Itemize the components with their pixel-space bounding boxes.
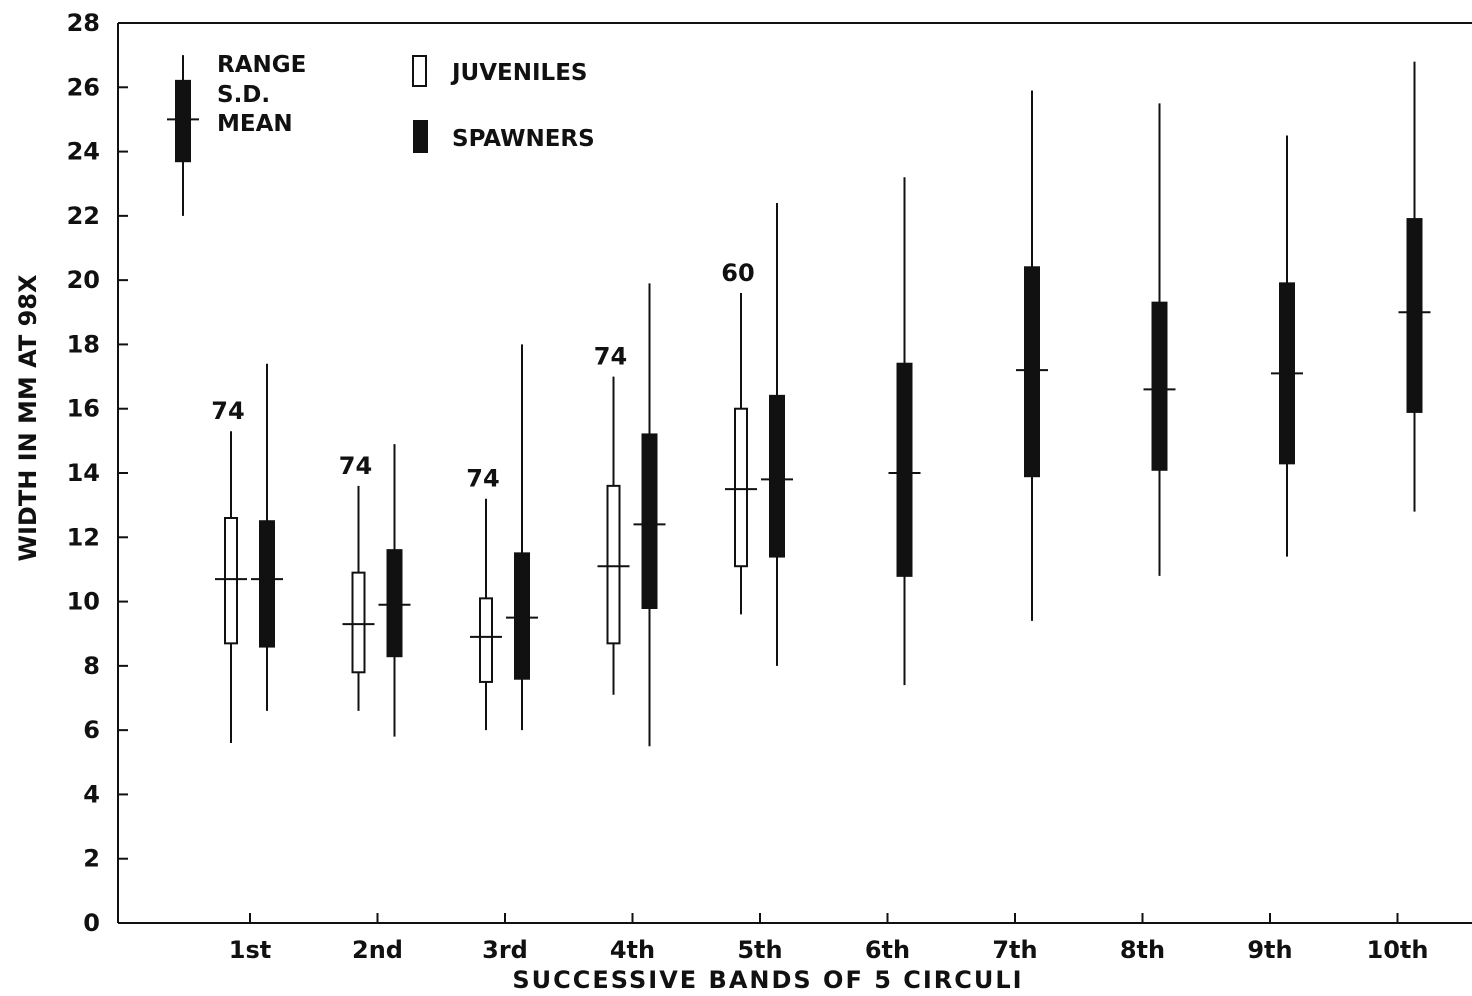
x-tick-label: 6th bbox=[865, 936, 910, 964]
spawners-4th-sd-box bbox=[641, 433, 658, 609]
x-tick-label: 9th bbox=[1247, 936, 1292, 964]
juveniles-5th-box: 60 bbox=[721, 259, 757, 615]
spawners-7th-sd-box bbox=[1024, 266, 1040, 478]
juveniles-2nd-box: 74 bbox=[339, 452, 375, 711]
spawners-8th-box bbox=[1143, 103, 1176, 576]
legend-key-example bbox=[167, 55, 199, 216]
y-tick-label: 22 bbox=[67, 202, 100, 230]
juveniles-1st-sd-box bbox=[224, 517, 238, 645]
x-tick-label: 3rd bbox=[482, 936, 528, 964]
y-tick-label: 12 bbox=[67, 523, 100, 551]
spawners-7th-box bbox=[1016, 90, 1048, 621]
x-tick-label: 2nd bbox=[352, 936, 403, 964]
x-tick-label: 8th bbox=[1120, 936, 1165, 964]
spawners-4th-box bbox=[633, 283, 666, 747]
y-tick-label: 26 bbox=[67, 73, 100, 101]
spawners-6th-sd-box bbox=[896, 362, 913, 577]
data-marks: 74 74 74 74 60 bbox=[211, 61, 1431, 747]
spawners-9th-box bbox=[1271, 135, 1303, 557]
y-tick-label: 16 bbox=[67, 395, 100, 423]
juveniles-2nd-sample-size-label: 74 bbox=[339, 452, 372, 480]
y-tick-label: 28 bbox=[67, 9, 100, 37]
spawners-8th-sd-box bbox=[1151, 301, 1168, 471]
legend-mean-label: MEAN bbox=[217, 111, 293, 137]
spawners-5th-sd-box bbox=[769, 394, 785, 558]
y-tick-label: 6 bbox=[83, 716, 100, 744]
y-tick-label: 14 bbox=[67, 459, 100, 487]
spawners-6th-box bbox=[888, 177, 921, 686]
juveniles-1st-sample-size-label: 74 bbox=[211, 397, 244, 425]
legend-sd-label: S.D. bbox=[217, 82, 270, 108]
x-tick-label: 10th bbox=[1367, 936, 1429, 964]
x-axis-label: SUCCESSIVE BANDS OF 5 CIRCULI bbox=[512, 966, 1023, 994]
spawners-1st-sd-box bbox=[259, 520, 275, 648]
juveniles-4th-sample-size-label: 74 bbox=[594, 343, 627, 371]
y-tick-label: 10 bbox=[67, 588, 100, 616]
spawners-2nd-sd-box bbox=[386, 549, 403, 658]
spawners-1st-box bbox=[251, 363, 283, 711]
spawners-2nd-box bbox=[378, 444, 411, 737]
legend-spawners-label: SPAWNERS bbox=[452, 126, 595, 152]
spawners-10th-box bbox=[1398, 61, 1431, 512]
legend-juveniles-label: JUVENILES bbox=[450, 60, 587, 86]
juveniles-2nd-sd-box bbox=[351, 571, 366, 674]
spawners-3rd-sd-box bbox=[514, 552, 530, 680]
y-tick-label: 20 bbox=[67, 266, 100, 294]
juveniles-5th-sample-size-label: 60 bbox=[721, 259, 754, 287]
y-tick-label: 0 bbox=[83, 909, 100, 937]
spawners-10th-sd-box bbox=[1406, 218, 1423, 413]
juveniles-4th-sd-box bbox=[606, 484, 621, 645]
x-tick-label: 4th bbox=[610, 936, 655, 964]
legend-juveniles-swatch bbox=[412, 55, 427, 87]
spawners-3rd-box bbox=[506, 344, 538, 731]
y-tick-label: 4 bbox=[83, 780, 100, 808]
legend: RANGE S.D. MEAN JUVENILES SPAWNERS bbox=[167, 52, 595, 216]
axes bbox=[117, 22, 1472, 924]
x-axis-ticks: 1st 2nd 3rd 4th 5th 6th 7th 8th 9th 10th bbox=[229, 913, 1429, 964]
juveniles-3rd-sample-size-label: 74 bbox=[466, 465, 499, 493]
x-tick-label: 1st bbox=[229, 936, 271, 964]
x-tick-label: 7th bbox=[992, 936, 1037, 964]
legend-key-sd-box bbox=[175, 79, 191, 163]
legend-spawners-swatch bbox=[413, 120, 428, 153]
y-tick-label: 18 bbox=[67, 330, 100, 358]
y-axis-label: WIDTH IN MM AT 98X bbox=[14, 274, 42, 561]
y-tick-label: 8 bbox=[83, 652, 100, 680]
juveniles-1st-box: 74 bbox=[211, 397, 247, 743]
legend-range-label: RANGE bbox=[217, 52, 306, 78]
juveniles-5th-sd-box bbox=[734, 407, 748, 568]
x-tick-label: 5th bbox=[737, 936, 782, 964]
juveniles-4th-box: 74 bbox=[594, 343, 630, 695]
spawners-5th-box bbox=[761, 203, 793, 666]
y-tick-label: 2 bbox=[83, 845, 100, 873]
juveniles-3rd-sd-box bbox=[479, 597, 493, 683]
y-tick-label: 24 bbox=[67, 138, 100, 166]
juveniles-3rd-box: 74 bbox=[466, 465, 502, 731]
